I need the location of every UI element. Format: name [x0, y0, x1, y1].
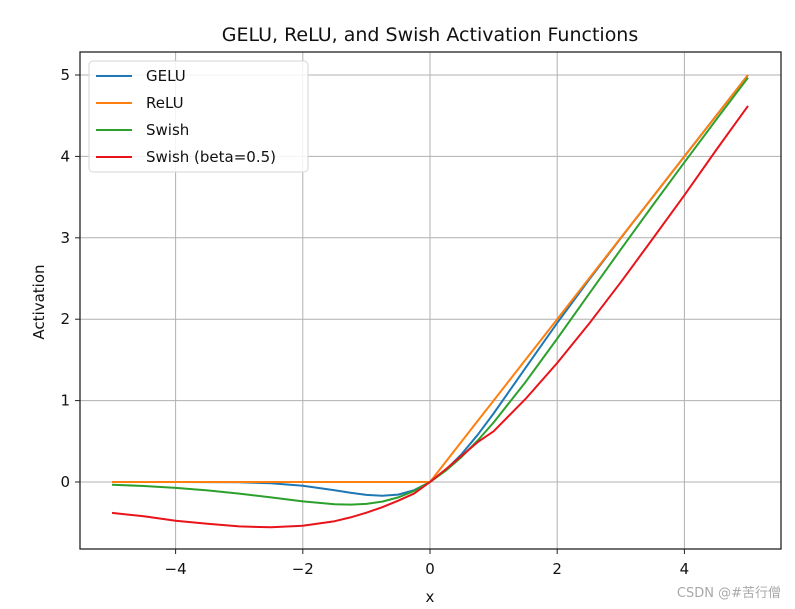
legend-box: [88, 60, 309, 173]
x-tick-label: −4: [165, 560, 187, 578]
plot-lines: [111, 74, 749, 529]
x-tick-label: −2: [292, 560, 314, 578]
series-line-relu: [112, 74, 749, 483]
legend-label: Swish (beta=0.5): [146, 148, 276, 166]
y-tick-label: 0: [60, 473, 70, 491]
chart-title: GELU, ReLU, and Swish Activation Functio…: [222, 24, 639, 46]
y-tick-label: 4: [60, 147, 70, 165]
x-axis-label: x: [426, 588, 435, 606]
legend-label: GELU: [146, 67, 186, 85]
watermark: CSDN @#苦行僧: [676, 586, 781, 601]
x-tick-label: 0: [425, 560, 435, 578]
y-axis-ticks: 0 1 2 3 4 5: [60, 66, 80, 491]
y-tick-label: 5: [60, 66, 70, 84]
y-tick-label: 2: [60, 310, 70, 328]
series-line-swish-beta-0-5: [111, 105, 749, 529]
x-axis-ticks: −4 −2 0 2 4: [165, 549, 690, 578]
x-tick-label: 2: [552, 560, 562, 578]
legend-label: ReLU: [146, 94, 184, 112]
x-tick-label: 4: [680, 560, 690, 578]
y-tick-label: 3: [60, 229, 70, 247]
y-tick-label: 1: [60, 392, 70, 410]
legend-label: Swish: [146, 121, 189, 139]
y-axis-label: Activation: [30, 264, 48, 339]
series-line-swish: [111, 77, 749, 506]
legend: GELU ReLU Swish Swish (beta=0.5): [88, 60, 309, 173]
